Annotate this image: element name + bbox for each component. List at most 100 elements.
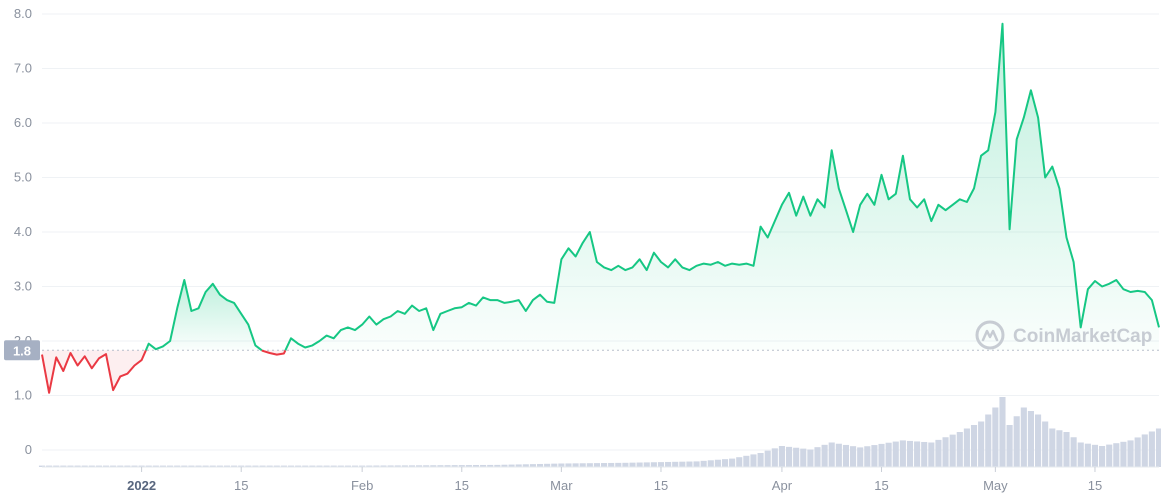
y-axis: 01.02.03.04.05.06.07.08.0 [14, 6, 32, 457]
volume-bar [1134, 437, 1141, 467]
volume-bar [252, 465, 259, 467]
volume-bar [842, 444, 850, 467]
volume-bar [259, 465, 266, 467]
area-fill-down [42, 350, 146, 393]
volume-bar [124, 465, 131, 467]
y-tick-label: 7.0 [14, 61, 32, 76]
y-tick-label: 4.0 [14, 224, 32, 239]
volume-bar [800, 448, 807, 467]
volume-bar [622, 462, 629, 467]
volume-bar [529, 464, 536, 467]
volume-bar [1042, 421, 1049, 467]
volume-bar [223, 465, 231, 467]
price-line-down [261, 349, 287, 356]
volume-bar [216, 465, 223, 467]
volume-bar [885, 442, 892, 467]
volume-bar [138, 465, 145, 467]
volume-bar [273, 465, 280, 467]
volume-bar [914, 441, 921, 467]
area-fill-up [145, 280, 262, 351]
volume-bar [978, 421, 985, 467]
volume-bar [657, 462, 665, 467]
volume-bar [323, 465, 330, 467]
volume-bar [1113, 443, 1120, 467]
y-tick-label: 0 [25, 442, 32, 457]
volume-bar [1141, 434, 1148, 467]
volume-bar [1155, 428, 1161, 467]
volume-bar [451, 465, 458, 467]
x-tick-label: 15 [234, 478, 248, 493]
x-tick-label: 15 [1088, 478, 1102, 493]
volume-bar [828, 442, 835, 467]
volume-bar [963, 428, 970, 467]
x-tick-label: Apr [772, 478, 793, 493]
volume-bar [878, 443, 885, 467]
volume-bar [906, 440, 914, 467]
volume-bar [536, 463, 544, 467]
volume-bar [785, 446, 793, 467]
x-tick-label: 15 [455, 478, 469, 493]
volume-bar [551, 463, 558, 467]
volume-bar [835, 443, 842, 467]
volume-bar [287, 465, 295, 467]
volume-bar [593, 463, 600, 467]
volume-bar [821, 444, 828, 467]
volume-bar [423, 465, 430, 467]
price-line-up [284, 22, 1160, 351]
volume-bar [1070, 437, 1077, 467]
volume-bar [615, 462, 622, 467]
x-tick-label: Mar [550, 478, 573, 493]
volume-bar [629, 462, 636, 467]
volume-bar [1084, 443, 1091, 467]
volume-bar [700, 460, 707, 467]
volume-bar [750, 454, 757, 467]
volume-bar [408, 465, 416, 467]
volume-bar [152, 465, 159, 467]
volume-bar [209, 465, 216, 467]
volume-bar [850, 446, 857, 467]
volume-bar [714, 459, 721, 467]
volume-bars [38, 397, 1161, 467]
volume-bar [74, 465, 81, 467]
volume-bar [942, 437, 949, 467]
volume-bar [643, 462, 650, 467]
volume-bar [1091, 444, 1099, 467]
volume-bar [999, 397, 1006, 467]
volume-bar [892, 441, 899, 467]
volume-bar [487, 464, 494, 467]
volume-bar [366, 465, 373, 467]
volume-bar [586, 463, 593, 467]
volume-bar [330, 465, 337, 467]
volume-bar [110, 465, 117, 467]
volume-bar [231, 465, 238, 467]
coinmarketcap-logo-icon [975, 320, 1005, 350]
volume-bar [266, 465, 273, 467]
volume-bar [985, 414, 992, 467]
volume-bar [601, 463, 608, 467]
volume-bar [928, 442, 935, 467]
volume-bar [46, 465, 53, 467]
volume-bar [899, 440, 906, 467]
volume-bar [501, 464, 508, 467]
volume-bar [686, 461, 693, 467]
volume-bar [793, 447, 800, 467]
volume-bar [117, 465, 124, 467]
volume-bar [437, 465, 444, 467]
x-axis: 2022 15 Feb 15 Mar 15 Apr 15 May 15 [42, 466, 1159, 493]
volume-bar [351, 465, 359, 467]
volume-bar [245, 465, 252, 467]
volume-bar [707, 460, 714, 467]
volume-bar [373, 465, 380, 467]
volume-bar [430, 465, 437, 467]
volume-bar [67, 465, 74, 467]
volume-bar [771, 448, 778, 467]
volume-bar [238, 465, 245, 467]
volume-bar [857, 447, 864, 467]
volume-bar [508, 464, 515, 467]
volume-bar [778, 446, 785, 467]
volume-bar [359, 465, 366, 467]
y-tick-label: 5.0 [14, 170, 32, 185]
volume-bar [202, 465, 209, 467]
volume-bar [380, 465, 387, 467]
